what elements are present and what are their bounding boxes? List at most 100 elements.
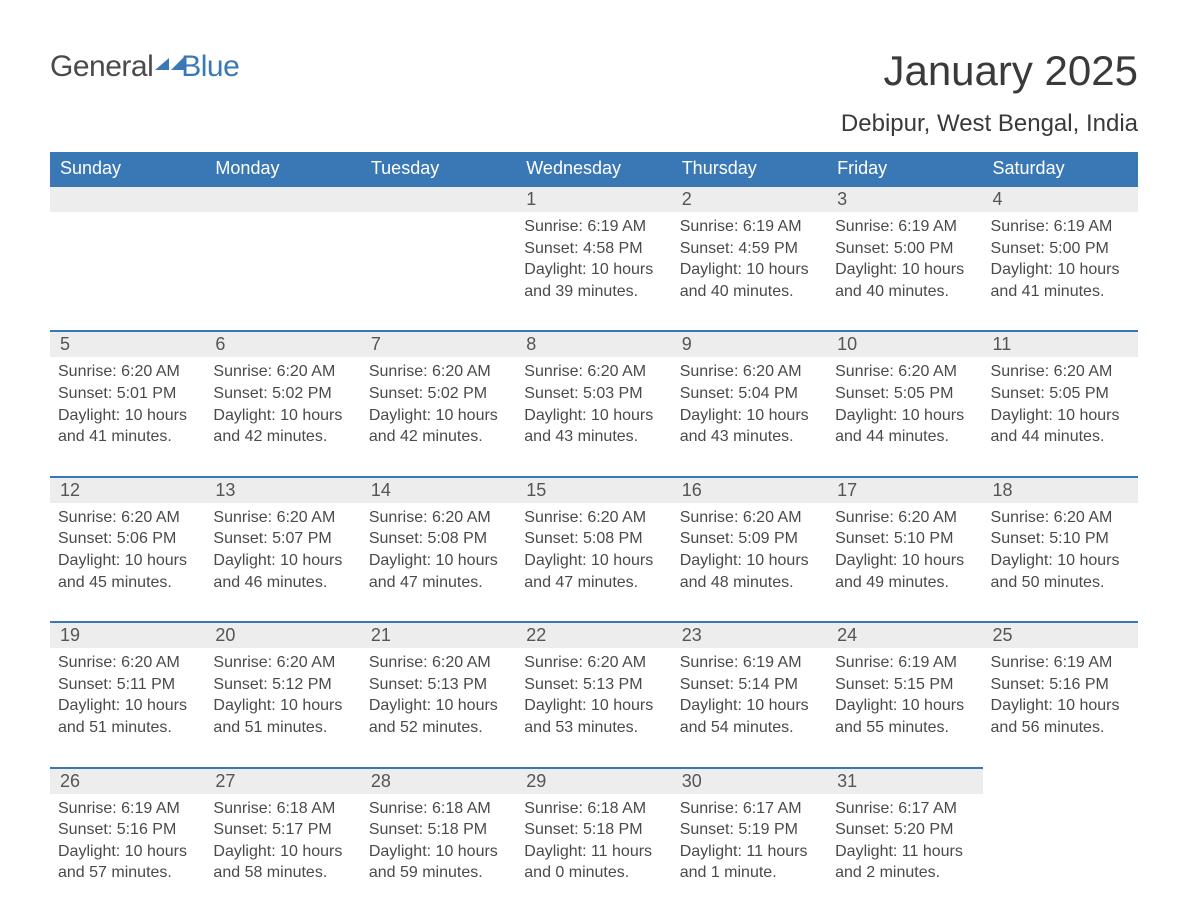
dl2-text: and 57 minutes. [58,862,197,884]
day-detail-cell: Sunrise: 6:19 AMSunset: 5:00 PMDaylight:… [827,212,982,331]
day-number-cell: 14 [361,477,516,503]
day-number-cell: 19 [50,622,205,648]
day-number-cell: 31 [827,768,982,794]
day-number-cell: 11 [983,331,1138,357]
sunrise-text: Sunrise: 6:20 AM [213,507,352,529]
dl2-text: and 55 minutes. [835,717,974,739]
day-number-cell: 21 [361,622,516,648]
daynum-row: 19202122232425 [50,622,1138,648]
sunset-text: Sunset: 5:14 PM [680,674,819,696]
sunrise-text: Sunrise: 6:19 AM [524,216,663,238]
day-number-cell: 22 [516,622,671,648]
day-detail-cell: Sunrise: 6:20 AMSunset: 5:05 PMDaylight:… [827,357,982,476]
weekday-header: Monday [205,152,360,186]
sunrise-text: Sunrise: 6:20 AM [524,507,663,529]
dl2-text: and 2 minutes. [835,862,974,884]
dl2-text: and 42 minutes. [213,426,352,448]
day-detail-cell [983,794,1138,912]
sunrise-text: Sunrise: 6:20 AM [680,361,819,383]
dl1-text: Daylight: 10 hours [58,695,197,717]
day-detail-cell: Sunrise: 6:20 AMSunset: 5:13 PMDaylight:… [516,648,671,767]
dl1-text: Daylight: 10 hours [369,841,508,863]
sunset-text: Sunset: 5:08 PM [369,528,508,550]
day-detail-cell: Sunrise: 6:20 AMSunset: 5:02 PMDaylight:… [205,357,360,476]
dl1-text: Daylight: 10 hours [835,405,974,427]
sunset-text: Sunset: 5:18 PM [369,819,508,841]
detail-row: Sunrise: 6:20 AM Sunset: 5:06 PM Daylight:… [50,503,1138,622]
day-detail-cell: Sunrise: 6:20 AMSunset: 5:11 PMDaylight:… [50,648,205,767]
dl2-text: and 40 minutes. [680,281,819,303]
dl1-text: Daylight: 10 hours [524,259,663,281]
dl1-text: Daylight: 11 hours [835,841,974,863]
day-detail-cell: Sunrise: 6:18 AMSunset: 5:17 PMDaylight:… [205,794,360,912]
day-number-cell: 20 [205,622,360,648]
sunset-text: Sunset: 5:06 PM [58,528,197,550]
day-number-cell: 24 [827,622,982,648]
dl2-text: and 40 minutes. [835,281,974,303]
day-number-cell: 15 [516,477,671,503]
day-detail-cell: Sunrise: 6:20 AMSunset: 5:02 PMDaylight:… [361,357,516,476]
dl1-text: Daylight: 10 hours [991,695,1130,717]
day-detail-cell: Sunrise: 6:18 AMSunset: 5:18 PMDaylight:… [516,794,671,912]
dl2-text: and 53 minutes. [524,717,663,739]
dl2-text: and 49 minutes. [835,572,974,594]
dl2-text: and 47 minutes. [524,572,663,594]
calendar-table: Sunday Monday Tuesday Wednesday Thursday… [50,152,1138,912]
sunset-text: Sunset: 5:05 PM [835,383,974,405]
sunset-text: Sunset: 5:05 PM [991,383,1130,405]
dl2-text: and 52 minutes. [369,717,508,739]
dl2-text: and 45 minutes. [58,572,197,594]
day-detail-cell [50,212,205,331]
dl1-text: Daylight: 11 hours [680,841,819,863]
daynum-row: 567891011 [50,331,1138,357]
sunrise-text: Sunrise: 6:19 AM [835,652,974,674]
day-number-cell: 6 [205,331,360,357]
dl2-text: and 51 minutes. [58,717,197,739]
dl2-text: and 1 minute. [680,862,819,884]
sunrise-text: Sunrise: 6:20 AM [680,507,819,529]
day-detail-cell [361,212,516,331]
daynum-row: 12131415161718 [50,477,1138,503]
sunrise-text: Sunrise: 6:18 AM [524,798,663,820]
day-detail-cell: Sunrise: 6:20 AMSunset: 5:01 PMDaylight:… [50,357,205,476]
sunset-text: Sunset: 5:00 PM [835,238,974,260]
sunset-text: Sunset: 5:17 PM [213,819,352,841]
sunrise-text: Sunrise: 6:20 AM [835,361,974,383]
dl1-text: Daylight: 10 hours [835,695,974,717]
sunset-text: Sunset: 5:12 PM [213,674,352,696]
sunrise-text: Sunrise: 6:17 AM [835,798,974,820]
dl1-text: Daylight: 10 hours [369,405,508,427]
sunrise-text: Sunrise: 6:20 AM [58,652,197,674]
day-detail-cell: Sunrise: 6:18 AMSunset: 5:18 PMDaylight:… [361,794,516,912]
day-detail-cell: Sunrise: 6:20 AMSunset: 5:10 PMDaylight:… [983,503,1138,622]
sunrise-text: Sunrise: 6:20 AM [991,507,1130,529]
sunset-text: Sunset: 5:20 PM [835,819,974,841]
sunrise-text: Sunrise: 6:20 AM [369,507,508,529]
dl1-text: Daylight: 10 hours [991,405,1130,427]
dl1-text: Daylight: 10 hours [680,259,819,281]
dl1-text: Daylight: 10 hours [213,841,352,863]
dl2-text: and 46 minutes. [213,572,352,594]
detail-row: Sunrise: 6:20 AMSunset: 5:01 PMDaylight:… [50,357,1138,476]
brand-logo: General Blue [50,50,239,84]
dl1-text: Daylight: 10 hours [680,550,819,572]
weekday-header: Friday [827,152,982,186]
sunset-text: Sunset: 5:19 PM [680,819,819,841]
day-number-cell: 27 [205,768,360,794]
sunrise-text: Sunrise: 6:19 AM [991,216,1130,238]
dl2-text: and 51 minutes. [213,717,352,739]
dl1-text: Daylight: 10 hours [991,259,1130,281]
sunset-text: Sunset: 5:11 PM [58,674,197,696]
dl2-text: and 41 minutes. [991,281,1130,303]
sunset-text: Sunset: 5:10 PM [991,528,1130,550]
dl1-text: Daylight: 10 hours [524,695,663,717]
day-detail-cell: Sunrise: 6:20 AMSunset: 5:04 PMDaylight:… [672,357,827,476]
dl2-text: and 43 minutes. [524,426,663,448]
dl2-text: and 44 minutes. [835,426,974,448]
day-detail-cell: Sunrise: 6:19 AMSunset: 5:00 PMDaylight:… [983,212,1138,331]
sunset-text: Sunset: 5:18 PM [524,819,663,841]
day-detail-cell: Sunrise: 6:20 AMSunset: 5:05 PMDaylight:… [983,357,1138,476]
dl1-text: Daylight: 11 hours [524,841,663,863]
day-number-cell: 8 [516,331,671,357]
sunset-text: Sunset: 5:09 PM [680,528,819,550]
